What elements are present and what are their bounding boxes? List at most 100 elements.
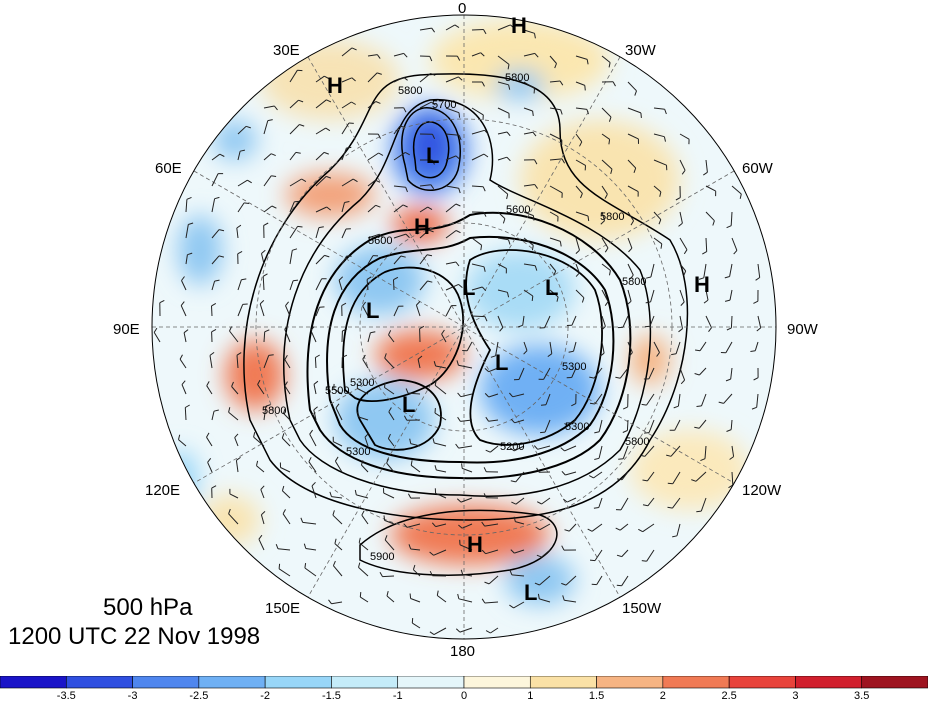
- wind-barb: [575, 133, 583, 143]
- wind-barb: [523, 29, 535, 34]
- wind-barb: [309, 433, 317, 447]
- wind-barb-flag: [399, 125, 405, 128]
- wind-barb: [386, 595, 395, 603]
- wind-barb: [627, 133, 639, 140]
- wind-barb-flag: [586, 109, 589, 115]
- wind-barb: [185, 254, 188, 265]
- contour-labels: 5800 5800 5700 5600 5800 5600 5300 5500 …: [262, 72, 649, 563]
- wind-barb: [642, 523, 655, 533]
- wind-barb-flag: [332, 510, 335, 516]
- wind-barb-flag: [568, 350, 574, 353]
- wind-barb-flag: [455, 230, 461, 234]
- wind-barb: [308, 461, 317, 473]
- wind-barb-flag: [344, 201, 350, 203]
- wind-barb: [650, 263, 655, 278]
- wind-barb: [435, 523, 447, 528]
- wind-barb-flag: [695, 349, 701, 352]
- wind-barb: [549, 289, 559, 298]
- wind-barb: [515, 497, 525, 505]
- wind-barb: [315, 307, 320, 317]
- wind-barb: [341, 77, 352, 83]
- wind-barb-flag: [247, 179, 252, 184]
- wind-barb-flag: [228, 508, 231, 514]
- wind-barb-flag: [431, 159, 435, 165]
- wind-barb: [459, 627, 473, 633]
- wind-barb-flag: [324, 254, 330, 258]
- wind-barb-flag: [556, 296, 559, 302]
- wind-barb-flag: [608, 116, 612, 122]
- wind-barb: [596, 575, 603, 585]
- wind-barb: [565, 471, 577, 476]
- wind-barb: [261, 253, 265, 265]
- wind-barb: [497, 131, 508, 135]
- wind-barb: [565, 575, 577, 586]
- wind-barb-flag: [561, 470, 566, 476]
- wind-barb: [237, 151, 241, 161]
- wind-barb-flag: [318, 226, 324, 229]
- globe-outline: [151, 14, 777, 640]
- wind-barb-flag: [725, 378, 731, 382]
- wind-barb: [234, 437, 239, 447]
- wind-barb-flag: [335, 403, 340, 409]
- wind-barb-flag: [358, 562, 361, 568]
- wind-barb: [619, 367, 629, 379]
- wind-barb: [334, 543, 343, 551]
- colorbar-tick-label: 2.5: [721, 690, 737, 702]
- wind-barb-flag: [328, 599, 332, 605]
- wind-barb: [484, 523, 499, 527]
- wind-barb-flag: [506, 193, 509, 200]
- contour-label: 5300: [350, 377, 374, 389]
- wind-barb-flag: [702, 251, 707, 255]
- wind-barb: [731, 445, 735, 457]
- colorbar-box: [65, 676, 133, 689]
- wind-barb: [515, 471, 525, 483]
- colorbar-tick-label: -2.5: [189, 690, 209, 702]
- wind-barb: [211, 280, 216, 291]
- wind-barb-flag: [457, 416, 461, 422]
- wind-barb-flag: [456, 55, 461, 61]
- wind-barb: [289, 99, 299, 109]
- wind-barb-flag: [691, 479, 697, 482]
- wind-barb-flag: [362, 354, 366, 360]
- wind-barb-flag: [429, 631, 435, 636]
- wind-barb-flag: [257, 379, 261, 385]
- wind-barb: [699, 367, 707, 376]
- colorbar-box: [132, 676, 200, 689]
- wind-barb-flag: [610, 168, 613, 175]
- wind-barb: [594, 549, 603, 561]
- wind-barb: [393, 52, 404, 57]
- wind-barb-flag: [673, 405, 679, 409]
- wind-barb: [679, 367, 686, 381]
- wind-barb-flag: [509, 604, 514, 609]
- wind-barb: [315, 75, 325, 83]
- wind-barb-flag: [587, 215, 590, 222]
- wind-barb-flag: [634, 90, 637, 96]
- wind-barb-flag: [400, 255, 406, 258]
- wind-barb-flag: [540, 431, 546, 434]
- wind-barb-flag: [601, 326, 606, 331]
- wind-barb-flag: [458, 284, 463, 288]
- wind-barb: [497, 289, 508, 293]
- wind-barb: [386, 462, 395, 473]
- wind-barb: [441, 333, 447, 343]
- wind-barb-flag: [588, 475, 594, 479]
- wind-barb-flag: [429, 570, 433, 576]
- wind-barb: [523, 184, 535, 187]
- wind-barb-flag: [329, 491, 332, 497]
- wind-barb: [341, 178, 354, 187]
- wind-barb: [263, 355, 270, 369]
- wind-barb: [621, 471, 629, 481]
- wind-barb-flag: [694, 373, 700, 376]
- wind-barb-flag: [325, 127, 331, 132]
- wind-barb: [497, 156, 508, 161]
- wind-barb: [357, 388, 369, 395]
- wind-barb: [627, 237, 633, 249]
- wind-barb-flag: [351, 47, 357, 51]
- wind-barb: [627, 81, 637, 92]
- longitude-label-90w: 90W: [787, 321, 818, 338]
- wind-barb-flag: [564, 529, 570, 532]
- wind-barb: [435, 492, 447, 499]
- wind-barb: [277, 548, 291, 551]
- wind-barb: [647, 497, 655, 507]
- wind-barb: [701, 393, 707, 407]
